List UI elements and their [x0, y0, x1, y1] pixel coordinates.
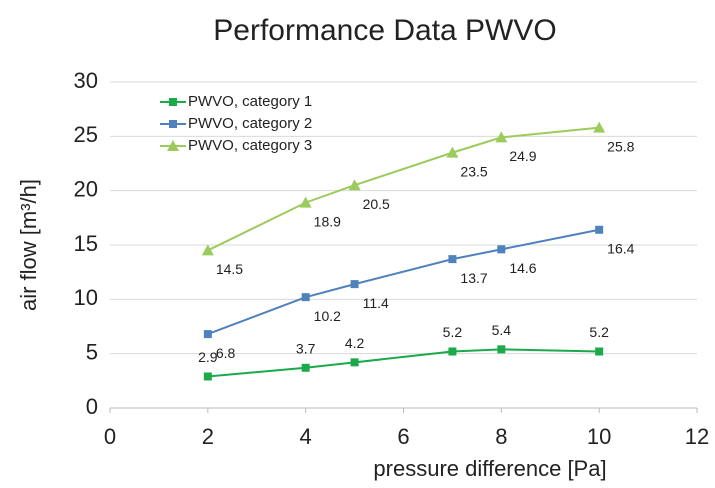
- marker: [446, 146, 459, 158]
- y-tick-label: 10: [74, 285, 98, 310]
- marker: [595, 347, 604, 356]
- x-tick-label: 0: [104, 424, 116, 449]
- series-line: [207, 228, 600, 336]
- legend-label: PWVO, category 1: [188, 93, 312, 110]
- legend-label: PWVO, category 3: [188, 137, 312, 154]
- data-label: 6.8: [216, 345, 236, 361]
- marker: [203, 330, 212, 339]
- y-tick-label: 30: [74, 68, 98, 93]
- marker: [299, 196, 312, 208]
- marker: [497, 345, 506, 354]
- marker: [448, 255, 457, 264]
- marker: [348, 179, 361, 191]
- data-label: 16.4: [607, 240, 634, 256]
- marker: [595, 225, 604, 234]
- x-tick-label: 10: [587, 424, 611, 449]
- y-tick-label: 15: [74, 231, 98, 256]
- data-label: 10.2: [314, 308, 341, 324]
- data-label: 13.7: [460, 270, 487, 286]
- marker: [497, 245, 506, 254]
- marker: [448, 347, 457, 356]
- chart-title: Performance Data PWVO: [213, 14, 556, 47]
- x-tick-label: 12: [685, 424, 709, 449]
- marker: [495, 131, 508, 143]
- data-label: 2.9: [198, 349, 218, 365]
- data-label: 23.5: [460, 163, 487, 179]
- marker: [593, 121, 606, 133]
- x-tick-label: 8: [495, 424, 507, 449]
- marker: [301, 363, 310, 372]
- y-tick-label: 5: [86, 339, 98, 364]
- data-label: 3.7: [296, 340, 316, 356]
- data-label: 25.8: [607, 138, 634, 154]
- marker: [350, 358, 359, 367]
- legend-marker: [167, 140, 179, 151]
- data-label: 24.9: [509, 148, 536, 164]
- series-line: [207, 348, 600, 378]
- legend-label: PWVO, category 2: [188, 115, 312, 132]
- data-label: 5.2: [443, 324, 463, 340]
- data-label: 14.6: [509, 260, 536, 276]
- y-tick-label: 25: [74, 122, 98, 147]
- x-tick-label: 4: [300, 424, 312, 449]
- data-label: 14.5: [216, 261, 243, 277]
- x-tick-label: 6: [397, 424, 409, 449]
- data-label: 11.4: [363, 295, 389, 311]
- y-axis-label: air flow [m³/h]: [16, 179, 41, 311]
- marker: [350, 280, 359, 289]
- data-label: 5.4: [492, 322, 512, 338]
- marker: [203, 372, 212, 381]
- y-tick-label: 20: [74, 176, 98, 201]
- marker: [301, 293, 310, 302]
- legend-marker: [169, 120, 177, 128]
- series-line: [207, 126, 600, 252]
- x-axis-label: pressure difference [Pa]: [373, 456, 606, 481]
- x-tick-label: 2: [202, 424, 214, 449]
- data-label: 4.2: [345, 335, 365, 351]
- data-label: 18.9: [314, 213, 341, 229]
- data-label: 20.5: [363, 196, 390, 212]
- data-label: 5.2: [589, 324, 609, 340]
- y-tick-label: 0: [86, 394, 98, 419]
- marker: [201, 244, 214, 256]
- legend-marker: [169, 98, 177, 106]
